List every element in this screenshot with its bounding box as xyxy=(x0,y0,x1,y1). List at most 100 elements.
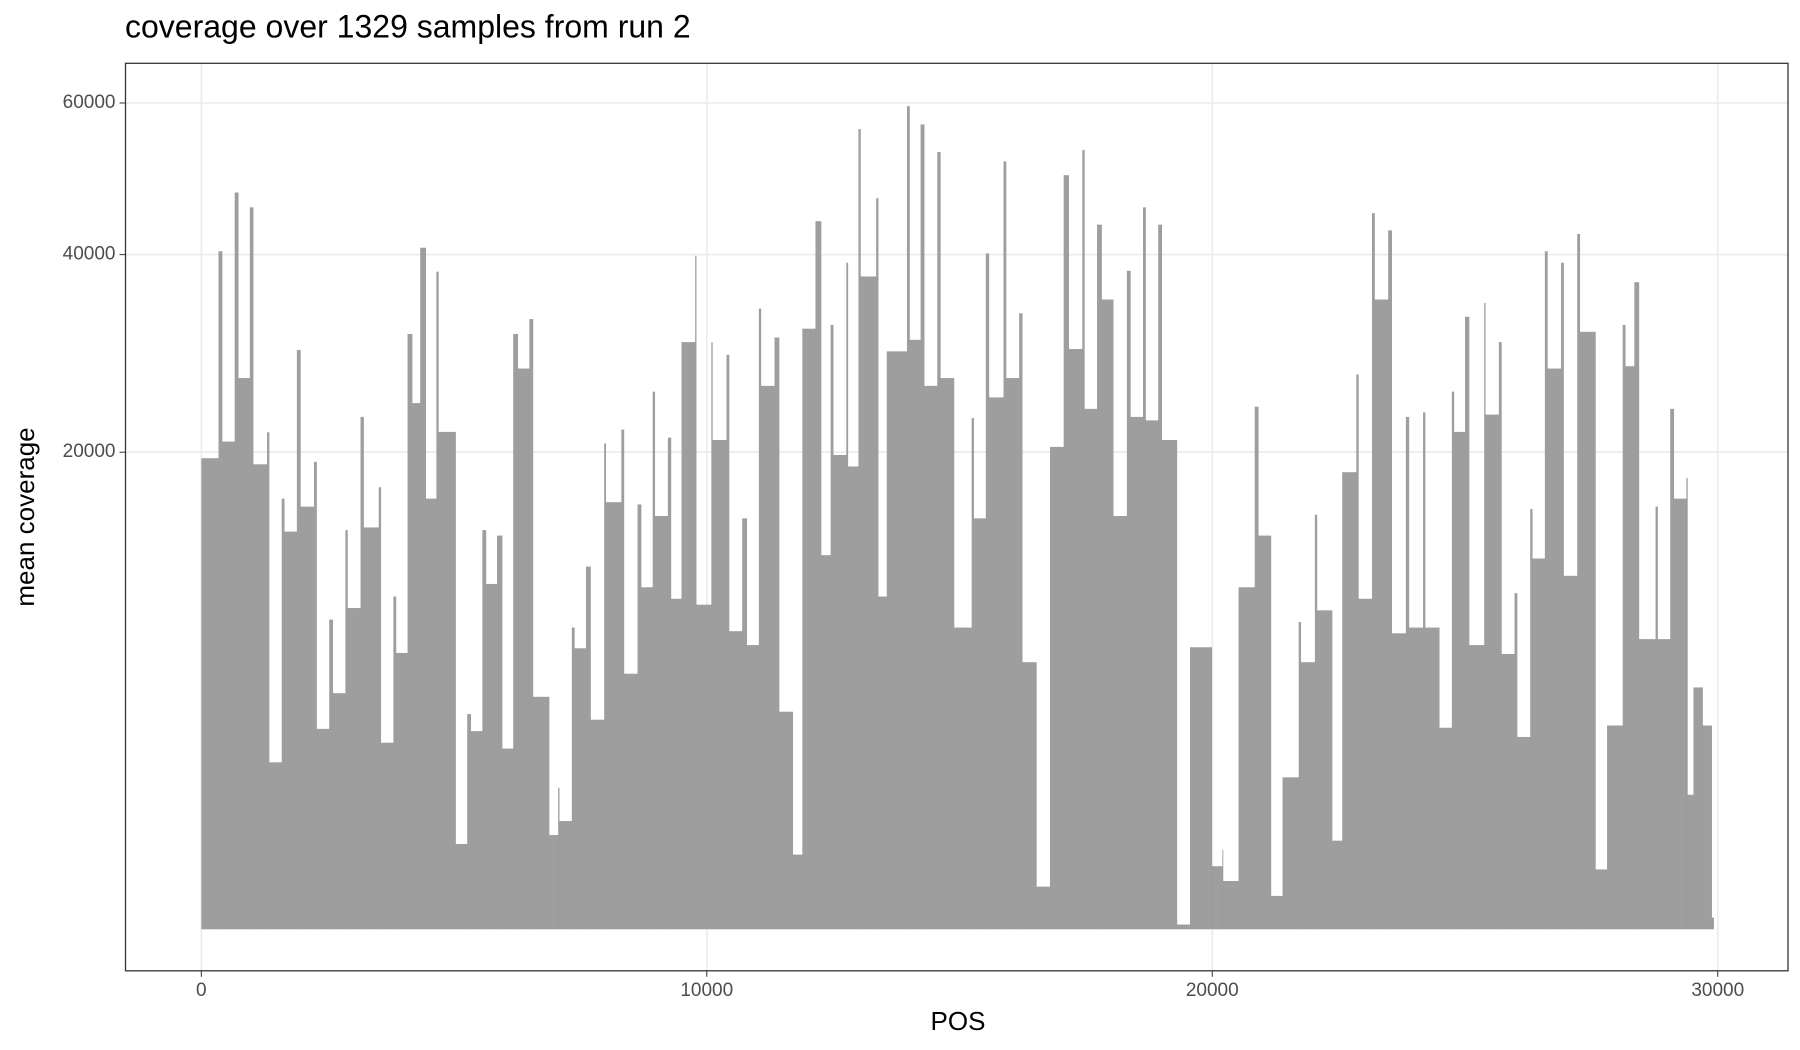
coverage-step xyxy=(1113,515,1128,930)
coverage-step xyxy=(1374,299,1389,930)
x-tick-label: 30000 xyxy=(1691,980,1744,1001)
coverage-step xyxy=(670,598,682,930)
coverage-step xyxy=(746,645,760,930)
coverage-step xyxy=(436,271,439,930)
coverage-step xyxy=(529,319,534,930)
coverage-step xyxy=(1316,610,1333,930)
chart-title: coverage over 1329 samples from run 2 xyxy=(125,8,691,44)
coverage-step xyxy=(438,431,456,930)
coverage-step xyxy=(1238,587,1256,930)
coverage-step xyxy=(425,498,437,930)
coverage-step xyxy=(559,821,573,930)
coverage-step xyxy=(378,487,382,930)
coverage-step xyxy=(712,439,727,930)
coverage-step xyxy=(729,631,743,930)
coverage-step xyxy=(296,349,301,930)
coverage-step xyxy=(1084,408,1098,930)
coverage-step xyxy=(802,328,816,930)
grid xyxy=(125,63,1788,971)
coverage-step xyxy=(467,714,472,930)
coverage-step xyxy=(1371,213,1375,930)
coverage-step xyxy=(470,731,483,930)
coverage-step xyxy=(1050,446,1064,930)
coverage-step xyxy=(1063,175,1070,930)
coverage-step xyxy=(482,530,487,930)
coverage-step xyxy=(517,368,530,930)
coverage-step xyxy=(953,627,972,930)
y-axis-label: mean coverage xyxy=(10,427,40,606)
coverage-step xyxy=(1595,869,1608,930)
panel-border xyxy=(124,62,1789,972)
coverage-step xyxy=(833,454,847,930)
coverage-step xyxy=(886,351,908,930)
coverage-step xyxy=(1036,886,1051,930)
coverage-step xyxy=(1547,368,1562,930)
x-tick-label: 0 xyxy=(196,980,207,1001)
coverage-step xyxy=(1686,477,1688,930)
coverage-step xyxy=(1544,251,1548,930)
y-tick-label: 40000 xyxy=(63,244,116,265)
coverage-step xyxy=(1634,282,1640,930)
coverage-step xyxy=(758,308,762,930)
coverage-step xyxy=(1342,472,1357,930)
x-tick-label: 20000 xyxy=(1186,980,1239,1001)
coverage-step xyxy=(222,441,235,930)
coverage-step xyxy=(1485,414,1500,930)
coverage-step xyxy=(1391,633,1407,930)
coverage-step xyxy=(605,502,622,930)
coverage-step xyxy=(821,555,831,930)
coverage-step xyxy=(485,583,498,930)
coverage-step xyxy=(363,527,380,930)
y-tick-label: 20000 xyxy=(63,441,116,462)
coverage-step xyxy=(1101,299,1114,930)
coverage-step xyxy=(332,693,346,930)
coverage-step xyxy=(549,835,559,930)
coverage-step xyxy=(1006,378,1020,930)
coverage-step xyxy=(1607,725,1624,930)
coverage-step xyxy=(1408,627,1424,930)
coverage-step xyxy=(201,458,219,930)
coverage-step xyxy=(497,535,503,930)
coverage-step xyxy=(1469,645,1485,930)
coverage-step xyxy=(238,378,251,930)
coverage-step xyxy=(1405,416,1410,930)
coverage-step xyxy=(316,728,330,930)
coverage-step xyxy=(420,247,427,930)
coverage-step xyxy=(267,432,270,930)
coverage-step xyxy=(1579,331,1596,930)
coverage-step xyxy=(1577,234,1581,930)
coverage-step xyxy=(345,530,348,930)
coverage-step xyxy=(652,391,656,930)
coverage-step xyxy=(1097,224,1102,930)
coverage-step xyxy=(973,518,987,930)
coverage-step xyxy=(1622,324,1626,930)
coverage-step xyxy=(412,403,421,930)
coverage-step xyxy=(1158,224,1163,930)
coverage-step xyxy=(1222,880,1239,930)
coverage-step xyxy=(1161,439,1178,930)
coverage-step xyxy=(1563,575,1578,930)
coverage-step xyxy=(1673,498,1687,930)
coverage-step xyxy=(637,504,642,930)
coverage-step xyxy=(574,648,587,930)
coverage-step xyxy=(1282,777,1300,930)
coverage-step xyxy=(1356,374,1359,930)
coverage-step xyxy=(1003,161,1007,930)
coverage-step xyxy=(1532,558,1546,930)
coverage-step xyxy=(1019,313,1023,930)
coverage-step xyxy=(906,106,910,930)
coverage-step xyxy=(1126,270,1131,930)
coverage-step xyxy=(847,466,859,930)
coverage-step xyxy=(815,221,822,930)
coverage-step xyxy=(1258,535,1272,930)
coverage-step xyxy=(1655,506,1658,930)
coverage-step xyxy=(314,461,317,930)
coverage-step xyxy=(1145,420,1159,930)
coverage-area xyxy=(201,106,1714,930)
coverage-step xyxy=(742,518,748,930)
coverage-step xyxy=(604,443,606,930)
coverage-step xyxy=(760,385,775,930)
coverage-step xyxy=(1670,408,1675,930)
coverage-step xyxy=(909,339,921,930)
x-tick-label: 10000 xyxy=(680,980,733,1001)
